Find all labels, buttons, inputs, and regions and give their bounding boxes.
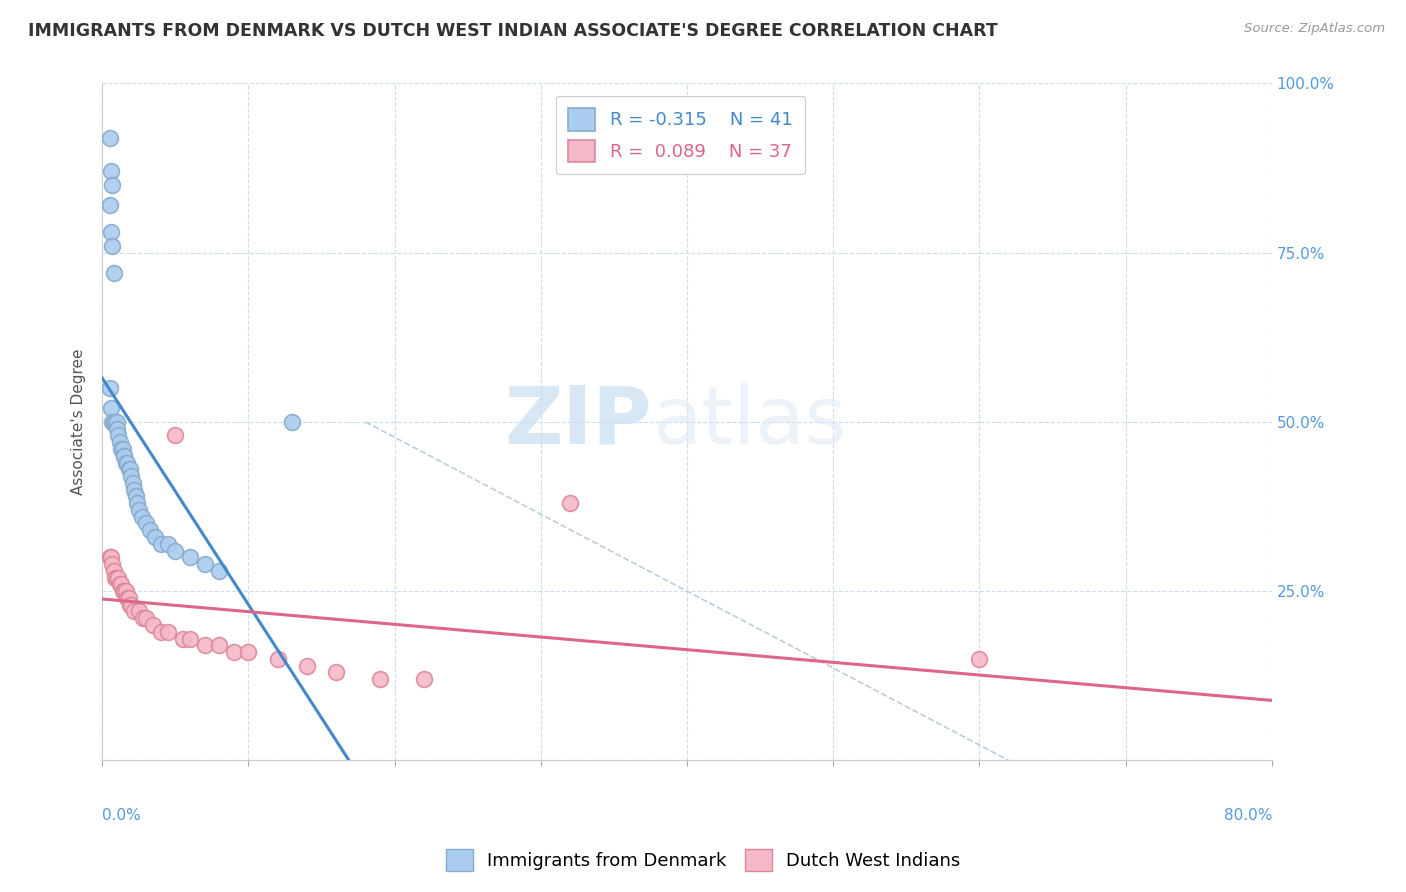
Point [208, 564, 231, 578]
Point [118, 462, 141, 476]
Point [238, 645, 260, 659]
Point [112, 584, 135, 599]
Legend: R = -0.315    N = 41, R =  0.089    N = 37: R = -0.315 N = 41, R = 0.089 N = 37 [555, 95, 806, 174]
Point [143, 530, 166, 544]
Point [98, 381, 121, 395]
Point [179, 550, 201, 565]
Point [142, 618, 165, 632]
Point [969, 652, 991, 666]
Point [135, 611, 157, 625]
Text: atlas: atlas [652, 383, 846, 461]
Point [368, 672, 391, 686]
Point [98, 198, 121, 212]
Point [131, 509, 153, 524]
Point [114, 584, 136, 599]
Point [122, 475, 145, 490]
Point [108, 577, 131, 591]
Point [112, 449, 135, 463]
Point [101, 415, 124, 429]
Point [125, 489, 148, 503]
Point [103, 266, 125, 280]
Point [139, 523, 162, 537]
Text: Source: ZipAtlas.com: Source: ZipAtlas.com [1244, 22, 1385, 36]
Point [114, 456, 136, 470]
Point [193, 557, 215, 571]
Point [325, 665, 347, 680]
Point [101, 178, 124, 192]
Legend: Immigrants from Denmark, Dutch West Indians: Immigrants from Denmark, Dutch West Indi… [439, 842, 967, 879]
Point [112, 449, 135, 463]
Point [100, 226, 122, 240]
Point [128, 605, 150, 619]
Point [558, 496, 581, 510]
Point [208, 638, 231, 652]
Point [120, 469, 142, 483]
Point [165, 428, 187, 442]
Point [172, 632, 194, 646]
Point [266, 652, 288, 666]
Point [156, 537, 179, 551]
Point [110, 442, 132, 456]
Point [111, 442, 134, 456]
Point [115, 456, 138, 470]
Point [108, 435, 131, 450]
Point [100, 550, 122, 565]
Point [103, 415, 125, 429]
Point [118, 598, 141, 612]
Point [115, 591, 138, 605]
Point [124, 605, 146, 619]
Text: 0.0%: 0.0% [103, 808, 141, 822]
Point [98, 550, 121, 565]
Point [132, 611, 155, 625]
Point [110, 577, 132, 591]
Text: 80.0%: 80.0% [1223, 808, 1272, 822]
Point [105, 422, 128, 436]
Point [193, 638, 215, 652]
Text: IMMIGRANTS FROM DENMARK VS DUTCH WEST INDIAN ASSOCIATE'S DEGREE CORRELATION CHAR: IMMIGRANTS FROM DENMARK VS DUTCH WEST IN… [28, 22, 998, 40]
Point [120, 598, 142, 612]
Point [107, 571, 129, 585]
Point [104, 415, 127, 429]
Point [117, 462, 139, 476]
Point [135, 516, 157, 531]
Point [149, 624, 172, 639]
Point [98, 130, 121, 145]
Point [117, 591, 139, 605]
Point [127, 496, 149, 510]
Point [103, 564, 125, 578]
Point [111, 584, 134, 599]
Point [101, 557, 124, 571]
Point [156, 624, 179, 639]
Point [295, 658, 318, 673]
Point [105, 415, 128, 429]
Point [105, 571, 128, 585]
Point [165, 543, 187, 558]
Point [149, 537, 172, 551]
Y-axis label: Associate's Degree: Associate's Degree [72, 349, 86, 495]
Point [124, 483, 146, 497]
Point [281, 415, 304, 429]
Point [101, 239, 124, 253]
Text: ZIP: ZIP [505, 383, 652, 461]
Point [128, 503, 150, 517]
Point [222, 645, 245, 659]
Point [100, 401, 122, 416]
Point [412, 672, 434, 686]
Point [104, 571, 127, 585]
Point [100, 164, 122, 178]
Point [179, 632, 201, 646]
Point [107, 428, 129, 442]
